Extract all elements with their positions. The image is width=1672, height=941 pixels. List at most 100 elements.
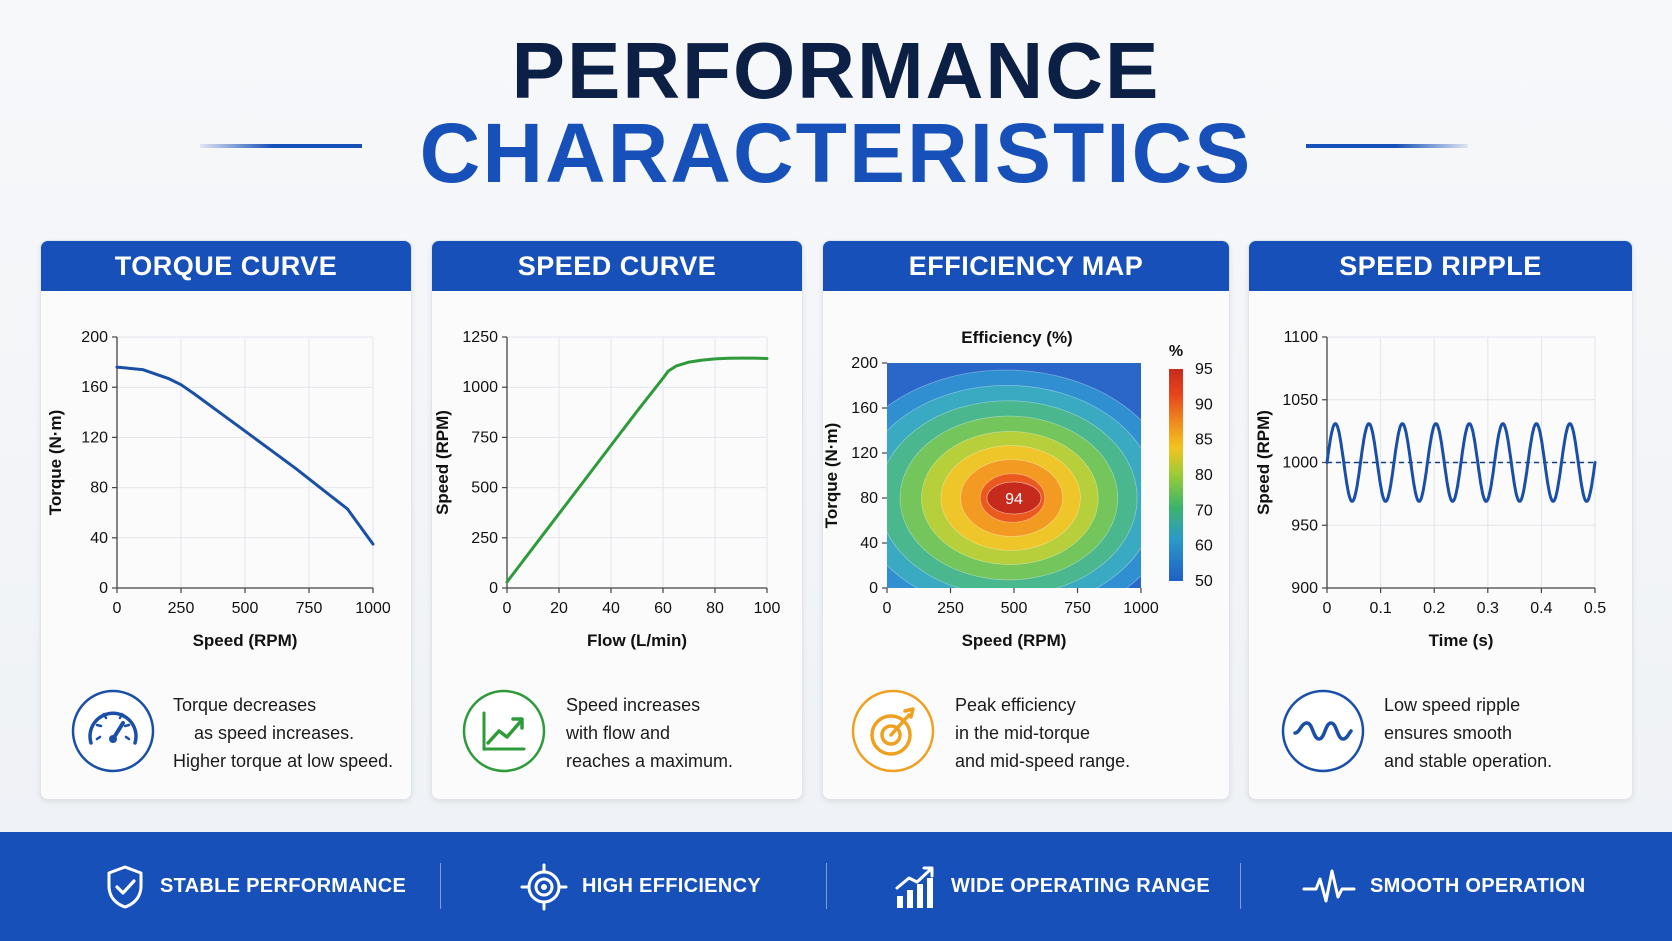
colorbar-tick-label: 70 [1195,502,1213,519]
title-decor-line-right [1306,144,1468,148]
heatmap-body [887,363,1141,588]
y-tick-label: 950 [1291,517,1318,534]
torque-chart: 0 250 500 750 1000 0 40 80 120 160 200 Speed (RPM) T… [46,329,391,650]
colorbar-tick-label: 60 [1195,538,1213,555]
card-description: Peak efficiency in the mid-torque and mi… [955,691,1130,775]
colorbar-tick-label: 80 [1195,467,1213,484]
x-tick-label: 20 [550,600,568,617]
ripple-series-line [1325,422,1597,503]
y-tick-label: 0 [99,580,108,597]
x-tick-label: 0 [1323,600,1332,617]
feature-footer: STABLE PERFORMANCE HIGH EFFICIENCY WIDE … [0,832,1672,941]
efficiency-peak-zone [986,481,1042,515]
card-description: Torque decreases as speed increases. Hig… [173,691,393,775]
y-tick-label: 40 [90,530,108,547]
wave-icon [1281,689,1365,773]
x-tick-label: 0.2 [1423,600,1445,617]
efficiency-map-card: EFFICIENCY MAP 94 Efficiency (%) 0 250 500 75… [822,240,1230,800]
y-tick-label: 1000 [462,379,498,396]
page-title-line2: CHARACTERISTICS [419,106,1253,200]
description-line: Higher torque at low speed. [173,751,394,771]
x-tick-label: 0.3 [1477,600,1499,617]
x-axis-label: Speed (RPM) [962,631,1067,650]
x-tick-label: 1000 [355,600,391,617]
x-tick-label: 0 [503,600,512,617]
x-tick-label: 500 [1001,600,1028,617]
footer-item-efficiency: HIGH EFFICIENCY [520,832,761,941]
x-tick-label: 40 [602,600,620,617]
colorbar-tick-label: 85 [1195,432,1213,449]
ripple-chart: 0 0.1 0.2 0.3 0.4 0.5 900 950 1000 1050 1100 Time (… [1254,329,1606,650]
x-tick-label: 500 [232,600,259,617]
footer-label: SMOOTH OPERATION [1370,875,1586,897]
y-tick-label: 0 [489,580,498,597]
y-tick-label: 1000 [1282,455,1318,472]
x-tick-label: 0 [113,600,122,617]
card-description: Low speed ripple ensures smooth and stab… [1384,691,1552,775]
footer-label: HIGH EFFICIENCY [582,875,761,897]
peak-efficiency-label: 94 [1005,491,1023,508]
y-axis-label: Speed (RPM) [433,410,452,515]
footer-divider [826,863,827,909]
footer-item-stable: STABLE PERFORMANCE [104,832,406,941]
y-axis-label: Torque (N·m) [823,423,841,528]
description-line: Speed increases [566,695,701,715]
y-tick-label: 160 [851,400,878,417]
y-tick-label: 500 [471,480,498,497]
torque-series-line [115,365,375,546]
heatmap-title: Efficiency (%) [961,328,1072,347]
footer-label: STABLE PERFORMANCE [160,875,407,897]
footer-item-range: WIDE OPERATING RANGE [893,832,1210,941]
efficiency-heatmap: 94 Efficiency (%) 0 250 500 750 1000 0 40 80 120 16… [823,328,1213,650]
trend-up-icon [462,689,546,773]
y-tick-label: 1100 [1284,329,1319,346]
colorbar-tick-label: 95 [1195,361,1213,378]
speed-ripple-card: SPEED RIPPLE 0 0.1 0.2 0.3 0.4 0.5 900 950 1000 1… [1248,240,1633,800]
shield-check-icon [107,865,143,908]
y-tick-label: 1050 [1282,392,1318,409]
description-line: ensures smooth [1384,723,1513,743]
x-tick-label: 250 [937,600,964,617]
description-line: in the mid-torque [955,723,1091,743]
y-tick-label: 120 [81,429,108,446]
y-axis-label: Speed (RPM) [1254,410,1273,515]
speed-curve-card: SPEED CURVE 0 20 40 60 80 100 0 250 500 750 1000 12… [431,240,803,800]
y-tick-label: 80 [90,480,108,497]
description-line: as speed increases. [194,723,355,743]
y-tick-label: 250 [471,530,498,547]
y-tick-label: 120 [851,445,878,462]
y-tick-label: 80 [860,490,878,507]
card-heading: EFFICIENCY MAP [823,241,1229,291]
x-axis-label: Speed (RPM) [193,631,298,650]
x-tick-label: 0 [883,600,892,617]
torque-curve-card: TORQUE CURVE 0 250 500 750 1000 0 40 80 120 160 20… [40,240,412,800]
description-line: Peak efficiency [955,695,1076,715]
card-heading: SPEED CURVE [432,241,802,291]
page-title-line1: PERFORMANCE [511,26,1161,115]
target-icon [851,689,935,773]
x-tick-label: 0.1 [1369,600,1391,617]
card-heading: TORQUE CURVE [41,241,411,291]
card-heading: SPEED RIPPLE [1249,241,1632,291]
x-tick-label: 0.4 [1530,600,1552,617]
description-line: Low speed ripple [1384,695,1521,715]
speedometer-icon [71,689,155,773]
y-tick-label: 200 [81,329,108,346]
x-tick-label: 100 [754,600,781,617]
y-tick-label: 40 [860,535,878,552]
y-tick-label: 200 [851,355,878,372]
x-tick-label: 750 [1064,600,1091,617]
title-decor-line-left [200,144,362,148]
x-tick-label: 1000 [1123,600,1159,617]
description-line: reaches a maximum. [566,751,734,771]
x-axis-label: Time (s) [1429,631,1494,650]
colorbar-tick-label: 50 [1195,573,1213,590]
colorbar-label: % [1169,343,1183,360]
footer-item-smooth: SMOOTH OPERATION [1302,832,1586,941]
y-tick-label: 1250 [462,329,498,346]
x-tick-label: 250 [168,600,195,617]
colorbar [1169,369,1183,581]
x-tick-label: 0.5 [1584,600,1606,617]
x-tick-label: 80 [706,600,724,617]
